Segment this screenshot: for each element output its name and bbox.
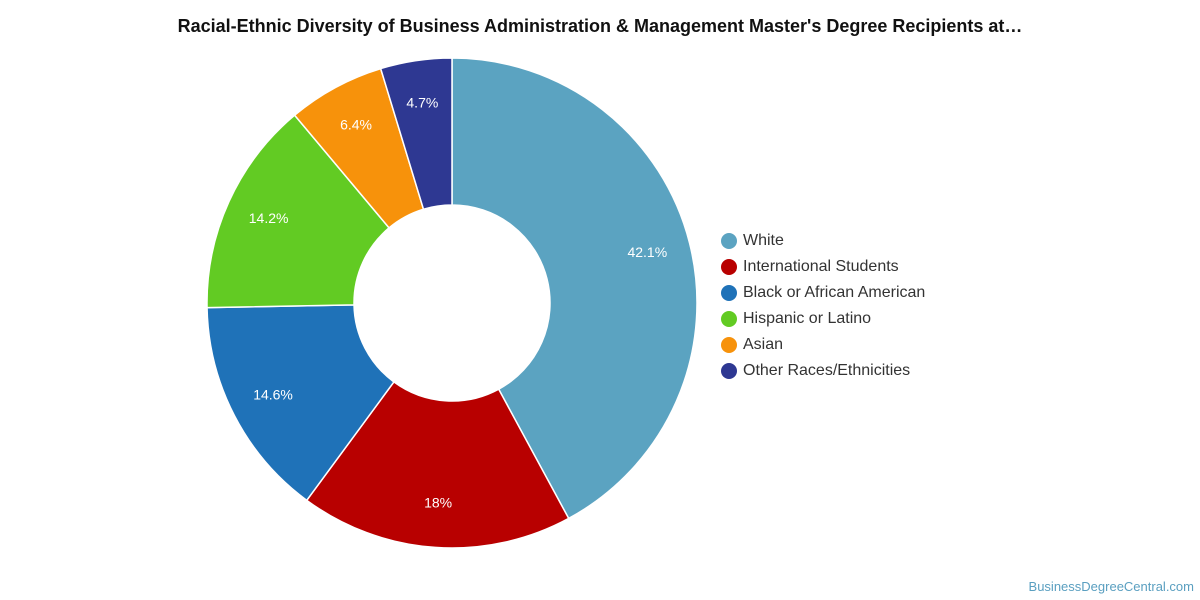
- slice-label-3: 14.2%: [249, 210, 289, 226]
- legend-label-3: Hispanic or Latino: [743, 310, 872, 327]
- slice-label-4: 6.4%: [340, 117, 372, 133]
- legend-swatch-3: [721, 311, 737, 327]
- slice-2[interactable]: [206, 304, 395, 502]
- slice-label-2: 14.6%: [253, 386, 293, 402]
- slice-label-1: 18%: [424, 495, 452, 511]
- legend-swatch-4: [721, 337, 737, 353]
- site-credit[interactable]: BusinessDegreeCentral.com: [1028, 579, 1194, 594]
- legend-swatch-0: [721, 233, 737, 249]
- slice-5[interactable]: [379, 57, 453, 211]
- legend-item-3[interactable]: Hispanic or Latino: [721, 306, 925, 332]
- slice-label-5: 4.7%: [406, 94, 438, 110]
- legend-swatch-2: [721, 285, 737, 301]
- legend-item-5[interactable]: Other Races/Ethnicities: [721, 358, 925, 384]
- legend-label-1: International Students: [743, 258, 899, 275]
- legend-label-5: Other Races/Ethnicities: [743, 362, 911, 379]
- slice-label-0: 42.1%: [627, 244, 667, 260]
- legend-item-1[interactable]: International Students: [721, 254, 925, 280]
- slice-0[interactable]: [451, 57, 698, 520]
- legend-item-0[interactable]: White: [721, 228, 925, 254]
- legend-label-4: Asian: [743, 336, 784, 353]
- chart-title: Racial-Ethnic Diversity of Business Admi…: [177, 16, 1023, 36]
- slice-3[interactable]: [206, 114, 391, 309]
- legend-item-4[interactable]: Asian: [721, 332, 925, 358]
- legend-label-0: White: [743, 232, 784, 249]
- legend: White International Students Black or Afri…: [721, 228, 925, 384]
- legend-label-2: Black or African American: [743, 284, 926, 301]
- legend-swatch-1: [721, 259, 737, 275]
- slice-1[interactable]: [305, 380, 570, 549]
- legend-item-2[interactable]: Black or African American: [721, 280, 925, 306]
- legend-swatch-5: [721, 363, 737, 379]
